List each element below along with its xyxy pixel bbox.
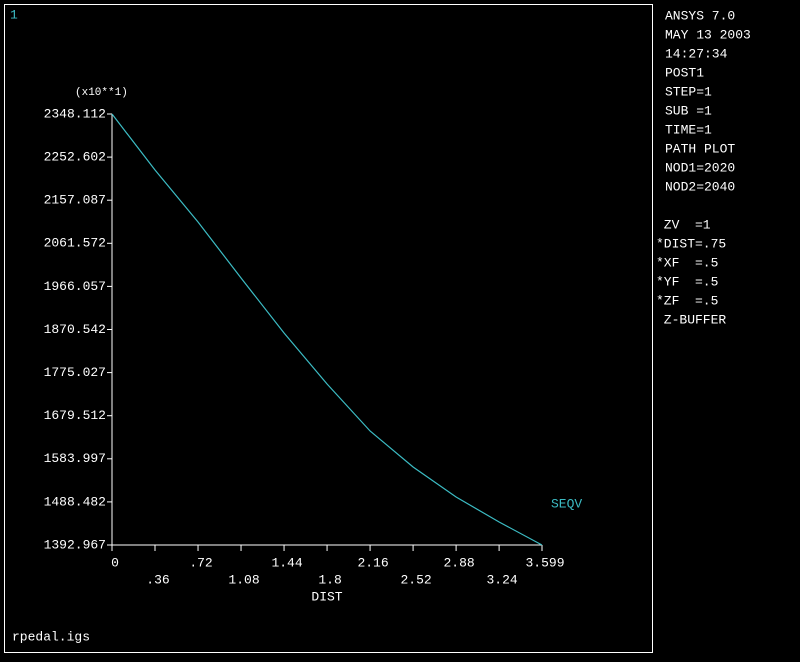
y-tick-label: 1679.512 — [44, 408, 106, 423]
info-text: POST1 — [665, 65, 704, 80]
y-tick-label: 1392.967 — [44, 537, 106, 552]
info-text: *YF =.5 — [656, 274, 718, 289]
y-tick-label: 1966.057 — [44, 279, 106, 294]
x-tick-label: 3.24 — [486, 572, 517, 587]
info-text: PATH PLOT — [665, 141, 735, 156]
series-line — [111, 113, 543, 546]
x-tick-label: 1.44 — [271, 555, 302, 570]
info-text: *ZF =.5 — [656, 293, 718, 308]
info-text: Z-BUFFER — [656, 312, 726, 327]
y-tick-label: 2061.572 — [44, 236, 106, 251]
y-tick-label: 1870.542 — [44, 322, 106, 337]
y-multiplier: (x10**1) — [75, 87, 128, 99]
x-tick-label: .36 — [146, 572, 169, 587]
info-text: ZV =1 — [656, 217, 711, 232]
y-tick-label: 1775.027 — [44, 365, 106, 380]
info-text: 14:27:34 — [665, 46, 728, 61]
info-text: NOD1=2020 — [665, 160, 735, 175]
info-text: SUB =1 — [665, 103, 712, 118]
info-text: *DIST=.75 — [656, 236, 726, 251]
x-tick-label: 1.08 — [228, 572, 259, 587]
info-text: STEP=1 — [665, 84, 712, 99]
x-tick-label: .72 — [189, 555, 212, 570]
x-tick-label: 2.16 — [357, 555, 388, 570]
y-tick-label: 1583.997 — [44, 451, 106, 466]
plot-window — [4, 4, 653, 653]
x-tick-label: 2.88 — [443, 555, 474, 570]
y-tick-label: 1488.482 — [44, 494, 106, 509]
y-tick-label: 2252.602 — [44, 150, 106, 165]
x-axis-title: DIST — [311, 589, 342, 604]
info-text: *XF =.5 — [656, 255, 718, 270]
series-label: SEQV — [551, 496, 582, 511]
info-text: TIME=1 — [665, 122, 712, 137]
file-name: rpedal.igs — [12, 629, 90, 644]
x-tick-label: 1.8 — [318, 572, 341, 587]
info-text: NOD2=2040 — [665, 179, 735, 194]
y-tick-label: 2348.112 — [44, 106, 106, 121]
window-number: 1 — [10, 7, 18, 22]
x-tick-label: 3.599 — [525, 555, 564, 570]
info-text: MAY 13 2003 — [665, 27, 751, 42]
x-tick-label: 2.52 — [400, 572, 431, 587]
x-tick-label: 0 — [111, 555, 119, 570]
info-text: ANSYS 7.0 — [665, 8, 735, 23]
y-tick-label: 2157.087 — [44, 193, 106, 208]
